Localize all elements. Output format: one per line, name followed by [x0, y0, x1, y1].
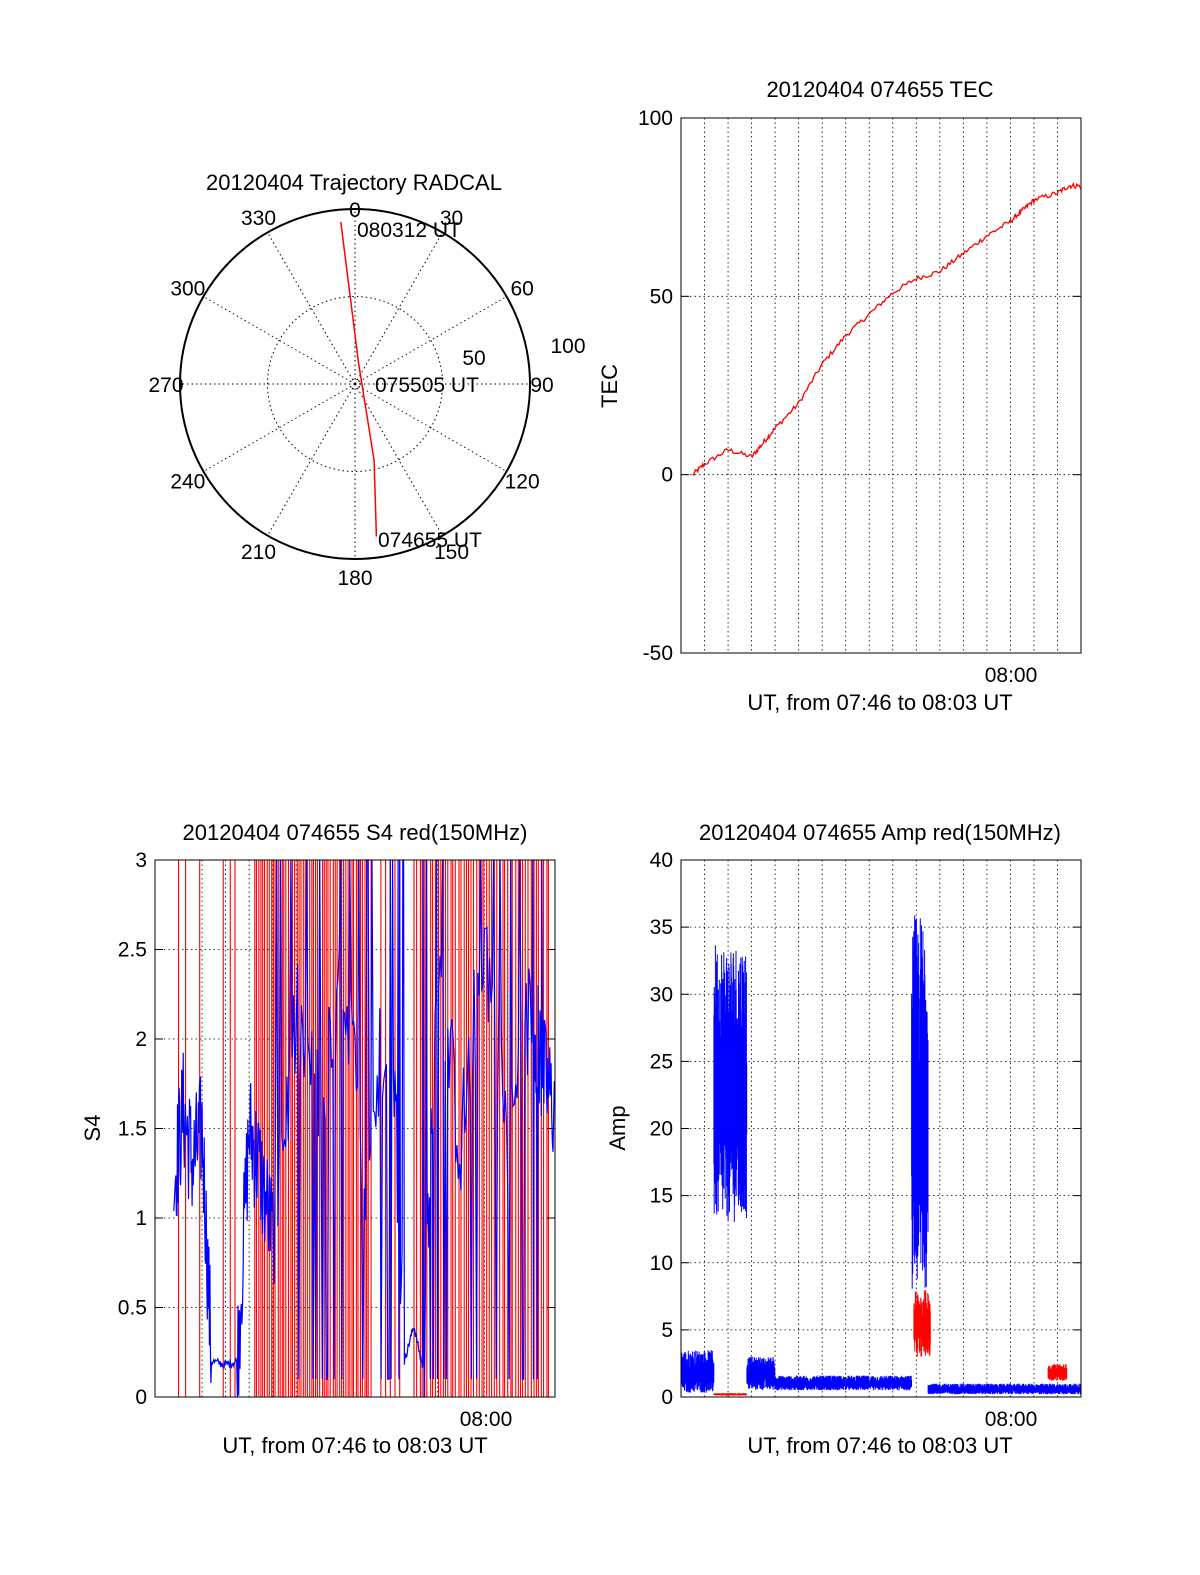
polar-title: 20120404 Trajectory RADCAL	[206, 170, 502, 195]
polar-angle-label: 180	[337, 567, 372, 590]
amp-blue-series	[680, 915, 1082, 1395]
s4-blue-series	[173, 859, 555, 1398]
polar-angle-label: 300	[170, 278, 205, 301]
s4-ylabel: S4	[80, 1115, 105, 1142]
amp-blue-burst	[680, 1350, 715, 1393]
y-tick-label: 2.5	[118, 939, 147, 962]
polar-grid-spoke	[203, 383, 356, 472]
y-tick-label: 50	[650, 285, 673, 308]
polar-annotation: 075505 UT	[375, 374, 479, 397]
y-tick-label: 0	[661, 464, 673, 487]
polar-angle-label: 60	[510, 278, 533, 301]
tec-plot-frame	[680, 117, 1082, 654]
polar-angle-label: 270	[148, 374, 183, 397]
y-tick-label: 5	[661, 1319, 673, 1342]
polar-grid-circle	[267, 296, 443, 472]
y-tick-label: 1.5	[118, 1118, 147, 1141]
tec-xlabel: UT, from 07:46 to 08:03 UT	[747, 690, 1012, 715]
s4-grid	[155, 860, 555, 1397]
polar-annotation: 074655 UT	[378, 529, 482, 552]
y-tick-label: 2	[135, 1028, 147, 1051]
s4-x-tick: 08:00	[460, 1408, 513, 1431]
amp-x-tick: 08:00	[985, 1408, 1038, 1431]
y-tick-label: 40	[650, 849, 673, 872]
polar-trajectory-chart: 20120404 Trajectory RADCAL 0 30 60 90 120 150…	[148, 170, 585, 590]
amp-title: 20120404 074655 Amp red(150MHz)	[699, 820, 1061, 845]
y-tick-label: -50	[643, 642, 673, 665]
polar-angle-label: 150	[434, 541, 469, 564]
tec-grid	[681, 118, 1081, 653]
polar-angle-label: 120	[505, 471, 540, 494]
polar-angle-label: 240	[170, 471, 205, 494]
amp-xlabel: UT, from 07:46 to 08:03 UT	[747, 1433, 1012, 1458]
polar-angle-label: 210	[241, 541, 276, 564]
amp-ylabel: Amp	[605, 1105, 630, 1150]
tec-chart: 20120404 074655 TEC 100 50 0 -50 08:00 UT, …	[597, 77, 1082, 715]
amp-red-burst	[1047, 1363, 1068, 1381]
s4-xlabel: UT, from 07:46 to 08:03 UT	[222, 1433, 487, 1458]
y-tick-label: 10	[650, 1252, 673, 1275]
y-tick-label: 0.5	[118, 1297, 147, 1320]
polar-radial-tick: 50	[462, 347, 485, 370]
y-tick-label: 35	[650, 916, 673, 939]
y-tick-label: 3	[135, 849, 147, 872]
tec-series-line	[692, 181, 1082, 477]
polar-trajectory-line	[340, 221, 378, 537]
y-tick-label: 1	[135, 1207, 147, 1230]
y-tick-label: 25	[650, 1050, 673, 1073]
s4-y-ticks: 3 2.5 2 1.5 1 0.5 0	[118, 849, 555, 1409]
s4-title: 20120404 074655 S4 red(150MHz)	[183, 820, 528, 845]
polar-grid-spoke	[354, 296, 507, 385]
y-tick-label: 20	[650, 1118, 673, 1141]
polar-angle-label: 0	[349, 199, 361, 222]
amp-red-burst	[913, 1290, 931, 1357]
y-tick-label: 0	[661, 1386, 673, 1409]
polar-angle-label: 90	[530, 374, 553, 397]
amp-blue-burst	[746, 1356, 776, 1390]
amp-red-burst	[713, 1393, 748, 1396]
polar-outer-circle	[179, 208, 531, 560]
amp-blue-burst	[927, 1383, 1082, 1395]
y-tick-label: 15	[650, 1185, 673, 1208]
amp-red-series	[713, 1290, 1068, 1396]
polar-grid-spoke	[354, 232, 443, 385]
amp-chart: 20120404 074655 Amp red(150MHz) 40 35 30 25…	[605, 820, 1082, 1458]
tec-title: 20120404 074655 TEC	[766, 77, 993, 102]
s4-chart: 20120404 074655 S4 red(150MHz) 3 2.5 2 1.5 1…	[80, 820, 556, 1458]
amp-grid	[681, 860, 1081, 1397]
tec-y-ticks: 100 50 0 -50	[638, 107, 1081, 665]
tec-x-tick: 08:00	[985, 664, 1038, 687]
polar-grid	[180, 209, 530, 559]
polar-angle-labels: 0 30 60 90 120 150 180 210 240 270 300 330	[148, 199, 553, 590]
polar-angle-label: 330	[241, 207, 276, 230]
y-tick-label: 0	[135, 1386, 147, 1409]
polar-grid-spoke	[267, 383, 356, 536]
amp-y-ticks: 40 35 30 25 20 15 10 5 0	[650, 849, 1081, 1409]
tec-ylabel: TEC	[597, 364, 622, 408]
y-tick-label: 30	[650, 983, 673, 1006]
y-tick-label: 100	[638, 107, 673, 130]
amp-blue-burst	[713, 945, 748, 1222]
amp-blue-burst	[911, 915, 929, 1289]
polar-radial-tick: 100	[550, 335, 585, 358]
polar-angle-label: 30	[440, 207, 463, 230]
polar-annotation: 080312 UT	[357, 219, 461, 242]
amp-blue-burst	[774, 1375, 912, 1391]
